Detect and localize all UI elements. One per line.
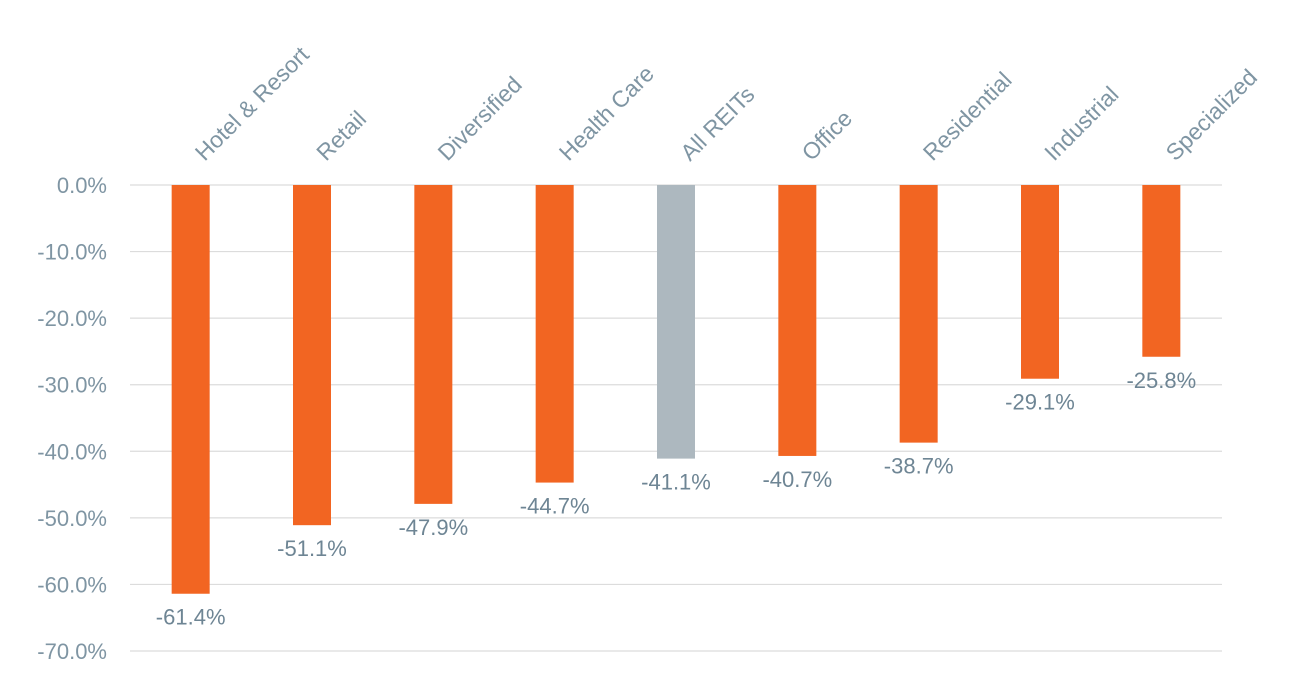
y-axis-tick-labels: 0.0% -10.0% -20.0% -30.0% -40.0% -50.0% -60.0%… (37, 173, 107, 664)
bar (657, 185, 695, 459)
data-labels: -61.4% -51.1% -47.9% -44.7% -41.1% -40.7% -38.… (156, 368, 1196, 630)
y-tick-label: -70.0% (37, 639, 107, 664)
bar (899, 185, 938, 443)
bar (171, 185, 210, 594)
category-label: All REITs (675, 81, 759, 165)
data-label: -25.8% (1126, 368, 1196, 393)
bar (293, 185, 331, 526)
data-label: -29.1% (1005, 390, 1075, 415)
data-label: -41.1% (641, 470, 711, 495)
y-tick-label: -50.0% (37, 506, 107, 531)
y-tick-label: -30.0% (37, 373, 107, 398)
y-tick-label: -20.0% (37, 306, 107, 331)
category-label: Residential (918, 67, 1017, 166)
y-tick-label: -10.0% (37, 240, 107, 265)
y-tick-label: -60.0% (37, 572, 107, 597)
category-label: Industrial (1039, 81, 1123, 165)
data-label: -38.7% (884, 454, 954, 479)
bar (535, 185, 574, 483)
bar (1021, 185, 1059, 379)
bars (171, 185, 1181, 594)
category-label: Hotel & Resort (190, 41, 315, 166)
data-label: -47.9% (398, 515, 468, 540)
y-tick-label: -40.0% (37, 439, 107, 464)
category-label: Health Care (554, 60, 659, 165)
bar (414, 185, 453, 504)
y-tick-label: 0.0% (57, 173, 107, 198)
data-label: -61.4% (156, 605, 226, 630)
category-label: Office (796, 105, 857, 166)
bar (778, 185, 817, 456)
category-label: Retail (311, 106, 371, 166)
data-label: -51.1% (277, 536, 347, 561)
bar (1142, 185, 1181, 357)
category-label: Specialized (1160, 64, 1262, 166)
data-label: -40.7% (762, 467, 832, 492)
data-label: -44.7% (520, 494, 590, 519)
category-label: Diversified (432, 71, 526, 165)
